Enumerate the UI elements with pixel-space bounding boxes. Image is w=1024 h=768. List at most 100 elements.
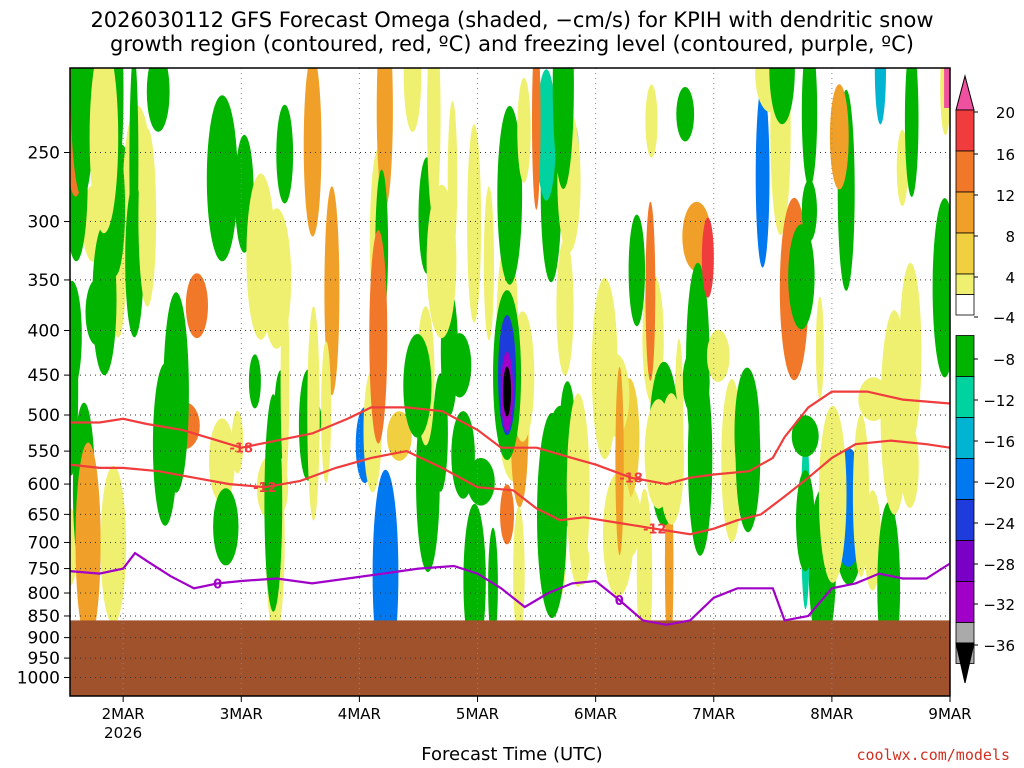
omega-cell [303,68,322,237]
omega-cell [213,488,239,566]
colorbar-swatch [955,458,975,500]
y-tick-label: 650 [28,505,60,525]
x-tick-label: 3MAR [220,705,263,723]
colorbar-label: 4 [1005,269,1015,287]
omega-cell [552,68,574,189]
omega-cell [770,68,791,235]
omega-cell [801,68,818,188]
omega-cell [536,69,556,201]
omega-cell [497,105,523,285]
colorbar-top-arrow [955,74,975,111]
contour-label: -12 [643,523,667,538]
y-tick-label: 300 [28,213,60,233]
omega-cell [517,77,531,183]
colorbar-label: −20 [983,474,1015,492]
contour-line [70,390,950,486]
omega-cell [628,214,645,327]
colorbar-label: −8 [993,351,1015,369]
colorbar-swatch [955,191,975,234]
omega-cell [467,124,482,323]
omega-cell [676,87,695,142]
contour-label: 0 [213,577,222,592]
contour-line [70,439,950,536]
omega-cell [645,84,658,158]
omega-cell [483,186,494,341]
omega-cell [100,465,127,624]
x-tick-label: 2MAR [102,705,145,723]
omega-core [503,366,512,417]
omega-cell [206,95,238,262]
omega-cell [769,68,795,125]
omega-cell [513,506,525,640]
omega-cell [880,310,909,515]
omega-cell [755,83,770,268]
contour-label: 0 [615,594,624,609]
omega-cell [788,224,815,330]
omega-shading [70,68,950,679]
grid-lines [70,68,951,696]
colorbar-bottom-arrow [955,642,975,684]
colorbar-swatch [955,273,975,295]
omega-cell [645,201,656,381]
omega-cell [75,442,101,643]
omega-cell [185,273,208,339]
colorbar-label: 8 [1005,228,1015,246]
omega-cell [791,415,819,457]
omega-cell [152,363,178,526]
omega-cell [735,382,761,533]
y-tick-label: 950 [28,649,60,669]
x-tick-label: 8MAR [810,705,853,723]
omega-cell [818,405,847,583]
x-tick-label: 9MAR [928,705,971,723]
omega-cell [574,539,590,586]
y-tick-label: 750 [28,560,60,580]
omega-cell [566,393,590,587]
colorbar-swatch [955,540,975,582]
omega-cell [70,68,95,198]
omega-cell [307,306,320,521]
plot-frame [69,67,951,697]
omega-cell [321,341,332,483]
omega-cell [324,186,340,396]
omega-cell [427,68,441,219]
contour-label: -18 [230,442,254,457]
omega-cell [89,68,119,234]
omega-cell [615,366,624,556]
omega-cell [874,68,886,125]
colorbar-label: 12 [996,187,1015,205]
omega-cell [129,68,139,271]
colorbar-swatch [955,581,975,623]
colorbar-swatch [955,109,975,152]
y-tick-label: 550 [28,442,60,462]
y-tick-label: 350 [28,271,60,291]
omega-cell [904,68,919,197]
omega-cell [932,198,950,378]
y-tick-label: 1000 [17,669,60,689]
omega-cell [488,527,498,642]
colorbar-swatch [955,417,975,459]
colorbar-swatch [955,150,975,193]
colorbar-label: 20 [996,104,1015,122]
y-tick-label: 250 [28,144,60,164]
omega-cell [896,129,908,206]
credit-text: coolwx.com/models [856,746,1010,764]
chart-title-line-1: 2026030112 GFS Forecast Omega (shaded, −… [90,8,934,32]
contour-lines: -18 -18 -12 -12 0 0 [70,390,950,626]
x-tick-label: 4MAR [338,705,381,723]
omega-cell [146,68,170,132]
omega-cell [829,84,849,190]
contour-label: -18 [619,472,643,487]
y-tick-label: 500 [28,406,60,426]
omega-cell [264,394,283,612]
y-tick-label: 600 [28,475,60,495]
omega-cell [801,179,818,242]
omega-cell [433,373,448,492]
colorbar: 20 16 12 8 4 −4 −8 −12 −16 −20 −24 −28 −32 −36 [955,74,1015,684]
omega-core [944,68,950,108]
y-axis: 2503003504004505005506006507007508008509… [17,144,70,689]
colorbar-label: −36 [983,637,1015,655]
x-tick-label: 5MAR [456,705,499,723]
omega-cell [386,411,412,461]
x-tick-label: 7MAR [692,705,735,723]
